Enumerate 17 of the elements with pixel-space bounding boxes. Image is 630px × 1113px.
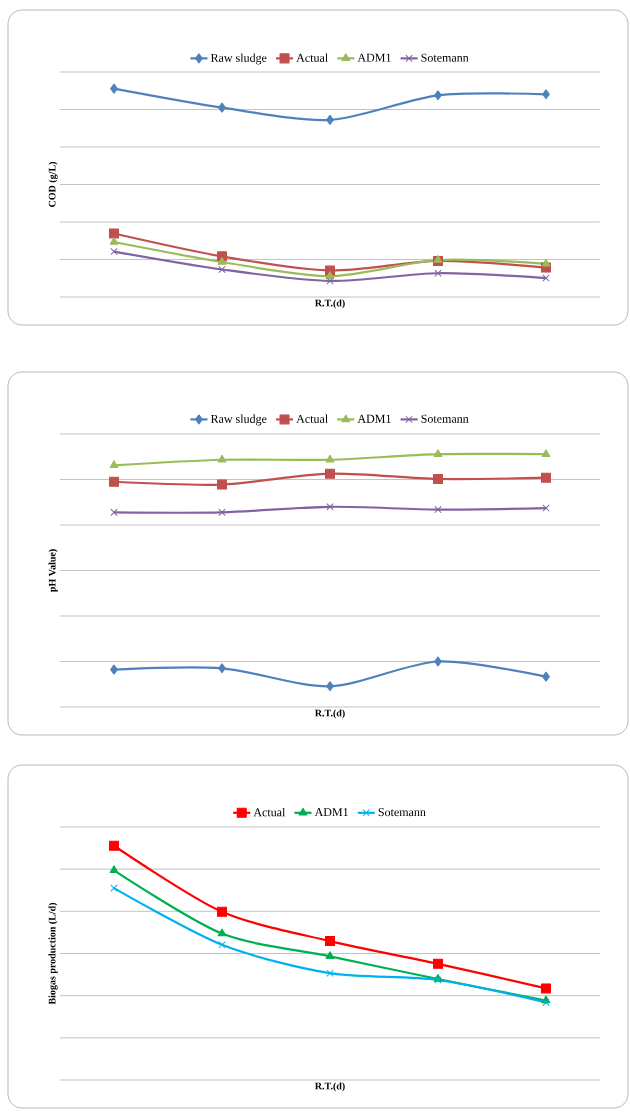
y-axis-title: Biogas production (L/d)	[48, 902, 58, 1005]
legend-label: ADM1	[357, 414, 391, 423]
legend-label: Actual	[296, 53, 328, 62]
y-axis-title: pH Value)	[48, 549, 58, 592]
x-axis-title: R.T.(d)	[314, 1082, 345, 1092]
legend-label: Raw sludge	[210, 414, 267, 426]
legend-label: Actual	[253, 807, 286, 817]
legend-label: Raw sludge	[210, 53, 267, 65]
y-axis-title: COD (g/L)	[48, 162, 58, 207]
x-axis-title: R.T.(d)	[314, 709, 345, 719]
legend-label: Sotemann	[378, 808, 426, 817]
legend-label: ADM1	[314, 808, 348, 817]
legend-label: Actual	[296, 414, 328, 423]
legend-label: ADM1	[357, 53, 391, 62]
x-axis-title: R.T.(d)	[314, 299, 345, 309]
legend-label: Sotemann	[421, 414, 469, 423]
legend-label: Sotemann	[421, 53, 469, 62]
